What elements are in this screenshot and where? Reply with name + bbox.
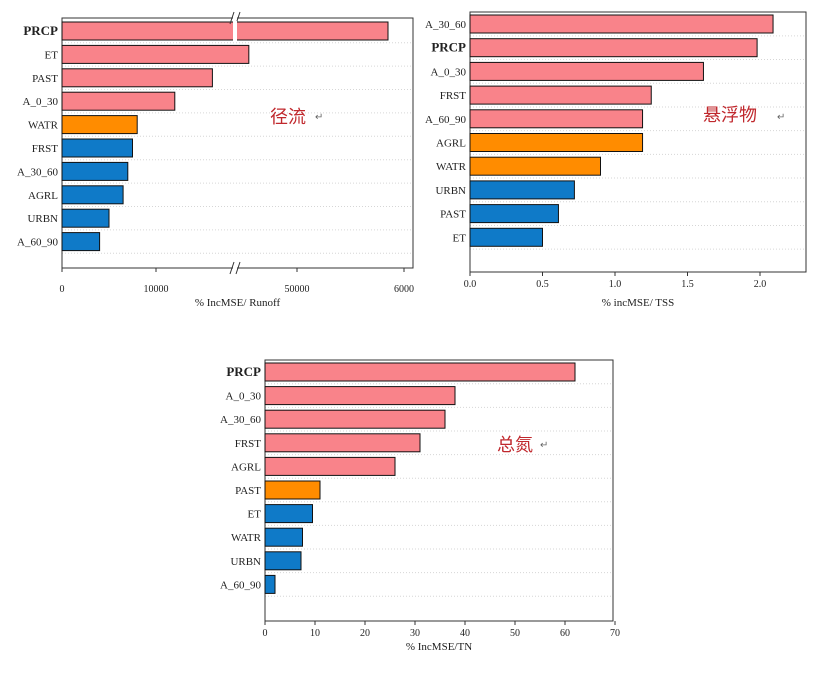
category-label: A_0_30 xyxy=(23,96,59,108)
category-label: ET xyxy=(453,232,467,244)
axis-break-gap xyxy=(233,262,237,274)
bar-prcp xyxy=(61,21,389,41)
category-label: WATR xyxy=(231,532,262,544)
bar-watr xyxy=(61,115,138,135)
return-mark: ↵ xyxy=(315,112,323,123)
chart-annotation: 悬浮物 xyxy=(703,105,757,126)
bar-a-30-60 xyxy=(61,161,129,181)
category-label: PAST xyxy=(440,209,466,221)
category-label: PRCP xyxy=(226,364,261,379)
category-label: AGRL xyxy=(28,190,58,202)
category-label: PAST xyxy=(32,73,58,85)
bar-break-gap xyxy=(233,21,237,41)
bar-agrl xyxy=(61,185,124,205)
bar-a-30-60 xyxy=(264,409,446,429)
bar-watr xyxy=(469,156,601,176)
x-axis-label: % IncMSE/ Runoff xyxy=(195,297,281,309)
bar-a-60-90 xyxy=(469,109,644,129)
bar-past xyxy=(264,480,321,500)
category-label: ET xyxy=(248,509,262,521)
return-mark: ↵ xyxy=(540,440,548,451)
x-tick-label: 40 xyxy=(460,628,470,639)
x-tick-label: 0 xyxy=(263,628,268,639)
category-label: A_30_60 xyxy=(220,414,261,426)
bar-urbn xyxy=(469,180,575,200)
x-tick-label: 50000 xyxy=(285,284,310,295)
bar-frst xyxy=(264,433,421,453)
bar-et xyxy=(61,44,250,64)
category-label: WATR xyxy=(436,161,467,173)
category-label: A_30_60 xyxy=(425,19,466,31)
bar-past xyxy=(61,68,213,88)
chart-annotation: 总氮 xyxy=(497,435,533,456)
category-label: A_60_90 xyxy=(425,114,466,126)
x-tick-label: 10 xyxy=(310,628,320,639)
category-label: A_30_60 xyxy=(17,166,58,178)
chart-tss: A_30_60 PRCP A_0_30 FRST A_60_90 AGRL WATR URBN… xyxy=(425,11,807,309)
category-label: AGRL xyxy=(436,138,466,150)
bar-et xyxy=(469,227,543,247)
axis-break-gap xyxy=(233,12,237,24)
bar-a-0-30 xyxy=(61,91,176,111)
x-tick-label: 1.5 xyxy=(681,279,694,290)
x-tick-label: 2.0 xyxy=(754,279,767,290)
bar-urbn xyxy=(264,551,302,571)
bar-agrl xyxy=(264,456,396,476)
category-label: FRST xyxy=(235,438,262,450)
category-label: AGRL xyxy=(231,461,261,473)
x-tick-label: 0.5 xyxy=(536,279,549,290)
bar-past xyxy=(469,204,559,224)
category-label: ET xyxy=(45,49,59,61)
chart-tn: PRCP A_0_30 A_30_60 FRST AGRL PAST ET WATR URBN A… xyxy=(220,359,620,653)
bar-frst xyxy=(469,85,652,105)
category-label: FRST xyxy=(440,90,467,102)
category-label: URBN xyxy=(435,185,466,197)
x-tick-label: 30 xyxy=(410,628,420,639)
category-label: WATR xyxy=(28,120,59,132)
bar-urbn xyxy=(61,208,110,228)
category-label: A_0_30 xyxy=(431,66,467,78)
bar-watr xyxy=(264,527,303,547)
bar-agrl xyxy=(469,133,644,152)
bar-frst xyxy=(61,138,133,158)
category-label: PAST xyxy=(235,485,261,497)
axis-break-mark xyxy=(235,261,241,275)
category-label: URBN xyxy=(27,213,58,225)
bar-a-0-30 xyxy=(469,61,704,81)
bar-a-30-60 xyxy=(469,14,774,34)
chart-runoff: PRCP ET PAST A_0_30 WATR FRST A_30_60 AGRL URBN A… xyxy=(17,11,414,309)
bar-prcp xyxy=(469,38,758,58)
axis-break-mark xyxy=(229,261,235,275)
bar-a-60-90 xyxy=(61,232,101,252)
category-label: FRST xyxy=(32,143,59,155)
category-label: PRCP xyxy=(431,40,466,55)
x-tick-label: 60 xyxy=(560,628,570,639)
x-tick-label: 20 xyxy=(360,628,370,639)
bar-et xyxy=(264,504,313,524)
category-label: A_60_90 xyxy=(17,237,58,249)
category-label: A_60_90 xyxy=(220,579,261,591)
x-tick-label: 6000 xyxy=(394,284,414,295)
x-tick-label: 70 xyxy=(610,628,620,639)
bar-a-60-90 xyxy=(264,574,276,594)
x-tick-label: 0.0 xyxy=(464,279,477,290)
chart-annotation: 径流 xyxy=(270,107,306,128)
bar-prcp xyxy=(264,362,576,382)
x-axis-label: % IncMSE/TN xyxy=(406,641,472,653)
axis-break-mark xyxy=(229,11,235,25)
x-tick-label: 10000 xyxy=(144,284,169,295)
x-axis-label: % incMSE/ TSS xyxy=(602,297,675,309)
x-tick-label: 0 xyxy=(60,284,65,295)
x-tick-label: 50 xyxy=(510,628,520,639)
x-tick-label: 1.0 xyxy=(609,279,622,290)
return-mark: ↵ xyxy=(777,112,785,123)
category-label: URBN xyxy=(230,556,261,568)
category-label: A_0_30 xyxy=(226,391,262,403)
category-label: PRCP xyxy=(23,23,58,38)
bar-a-0-30 xyxy=(264,386,456,406)
